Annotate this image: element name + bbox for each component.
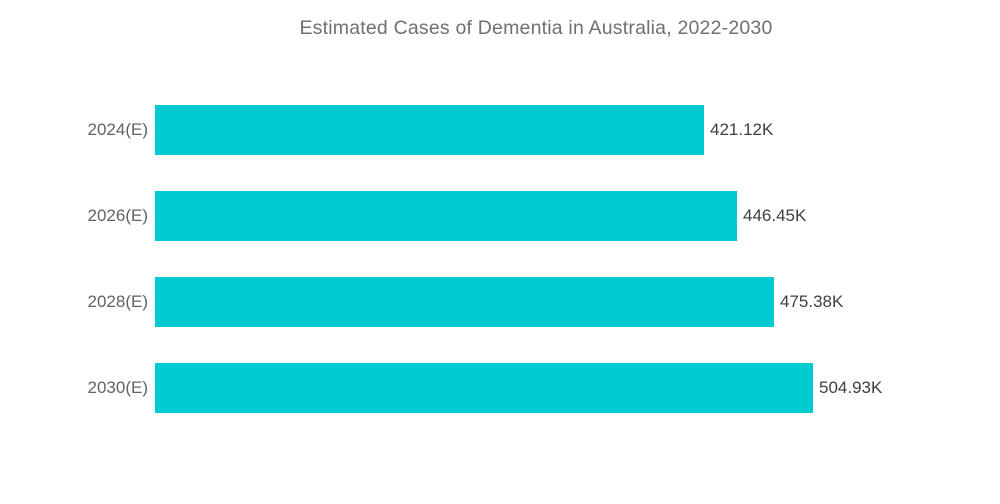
value-label: 475.38K (780, 292, 844, 311)
bar-row: 2030(E) 504.93K (0, 363, 1000, 413)
category-label: 2024(E) (87, 120, 148, 139)
category-label: 2030(E) (87, 378, 148, 397)
value-label: 446.45K (743, 206, 807, 225)
category-label: 2028(E) (87, 292, 148, 311)
chart-title: Estimated Cases of Dementia in Australia… (299, 17, 773, 39)
bar[interactable] (155, 191, 737, 241)
bar-row: 2028(E) 475.38K (0, 277, 1000, 327)
bar[interactable] (155, 277, 774, 327)
category-label: 2026(E) (87, 206, 148, 225)
bar-row: 2026(E) 446.45K (0, 191, 1000, 241)
value-label: 421.12K (710, 120, 774, 139)
bar-row: 2024(E) 421.12K (0, 105, 1000, 155)
bar[interactable] (155, 105, 704, 155)
value-label: 504.93K (819, 378, 883, 397)
bar[interactable] (155, 363, 813, 413)
